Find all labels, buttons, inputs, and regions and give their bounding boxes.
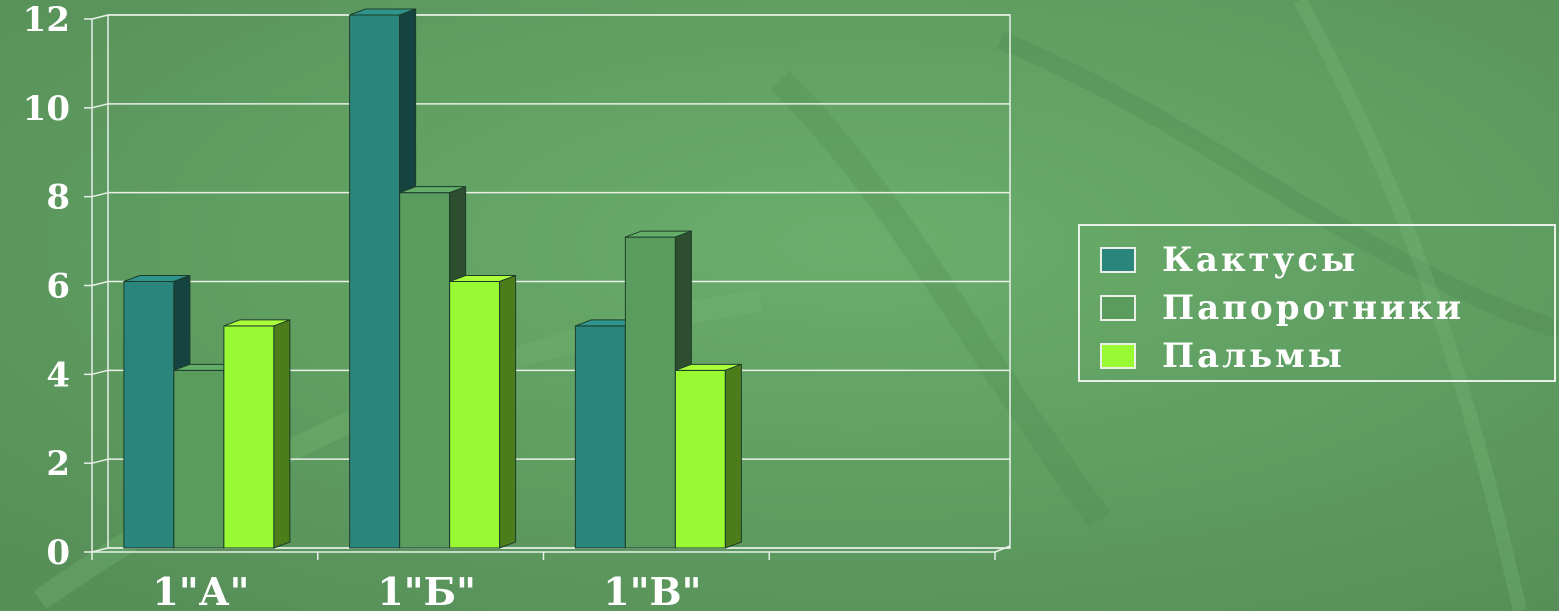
x-category-label: 1"Б" <box>377 569 476 611</box>
bar-1-1 <box>399 192 451 549</box>
x-category-label: 1"А" <box>152 569 249 611</box>
legend-label: Пальмы <box>1162 336 1345 376</box>
bar-side-2-1 <box>499 274 517 549</box>
legend-item: Пальмы <box>1100 332 1554 380</box>
bar-1-2 <box>624 236 676 549</box>
gridline-side <box>91 191 109 198</box>
leaf-decoration <box>996 31 1559 339</box>
gridline-side <box>91 103 109 109</box>
legend-swatch <box>1100 295 1136 321</box>
y-tick-label: 4 <box>46 355 70 395</box>
bar-1-0 <box>173 369 225 549</box>
gridline-side <box>91 458 109 464</box>
bar-0-1 <box>349 14 401 549</box>
bar-0-2 <box>574 325 626 549</box>
legend-item: Кактусы <box>1100 236 1554 284</box>
legend-item: Папоротники <box>1100 284 1554 332</box>
floor-edge <box>994 545 1011 553</box>
y-tick-label: 0 <box>46 533 70 573</box>
chart-legend: Кактусы Папоротники Пальмы <box>1078 224 1556 382</box>
plot-area: 0 2 4 6 8 10 12 1"А" 1"Б" 1"В" <box>23 0 1011 611</box>
legend-label: Кактусы <box>1162 240 1359 280</box>
legend-label: Папоротники <box>1162 288 1465 328</box>
gridline-side <box>91 280 109 287</box>
gridline-side <box>91 14 109 20</box>
y-tick-label: 8 <box>46 178 70 218</box>
y-tick-label: 6 <box>46 267 70 307</box>
bar-side-2-2 <box>724 363 742 549</box>
y-tick-label: 10 <box>23 89 70 129</box>
y-tick-label: 12 <box>23 0 70 40</box>
x-category-label: 1"В" <box>603 569 701 611</box>
bar-2-0 <box>223 325 275 549</box>
y-tick-label: 2 <box>46 444 70 484</box>
gridline-side <box>91 369 109 376</box>
legend-swatch <box>1100 343 1136 369</box>
bar-0-0 <box>123 281 175 549</box>
bar-2-1 <box>449 281 501 549</box>
bar-side-2-0 <box>273 319 291 549</box>
leaf-decoration <box>770 70 1111 528</box>
legend-swatch <box>1100 247 1136 273</box>
bar-2-2 <box>674 369 726 549</box>
leaf-decoration <box>1293 0 1527 611</box>
